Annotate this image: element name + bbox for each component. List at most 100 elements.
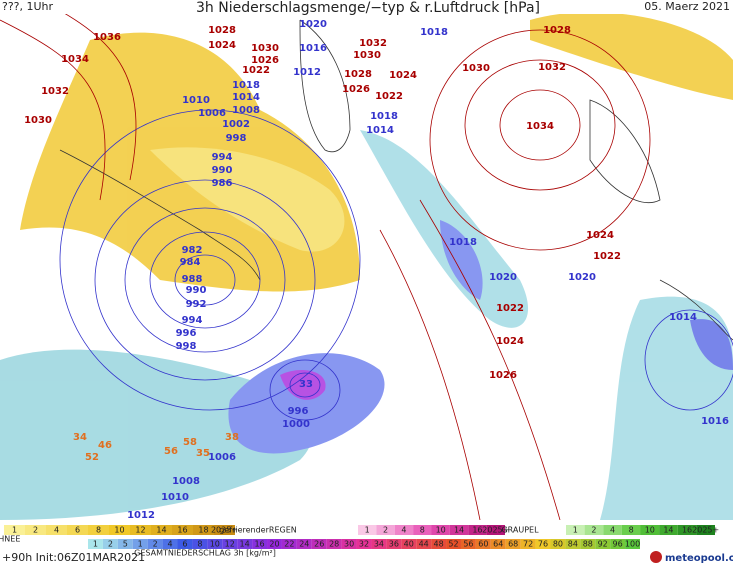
legend-value: 4: [168, 540, 173, 549]
legend-value: 4: [401, 526, 406, 535]
legend-value: 10: [114, 526, 124, 535]
legend-value: 40: [404, 540, 414, 549]
pressure-label: 1034: [526, 121, 554, 132]
pressure-label: 1022: [242, 65, 270, 76]
pressure-label: 1010: [161, 492, 189, 503]
pressure-label: 58: [183, 437, 197, 448]
legend-swatch: [4, 525, 25, 535]
pressure-label: 984: [180, 257, 201, 268]
legend-swatch: [193, 525, 214, 535]
legend-swatch: [566, 525, 585, 535]
pressure-label: 1030: [462, 63, 490, 74]
legend-swatch: [394, 525, 414, 535]
legend-value: 4: [54, 526, 59, 535]
pressure-label: 1014: [669, 312, 697, 323]
pressure-label: 1000: [282, 419, 310, 430]
legend-swatch: [132, 539, 148, 549]
legend-swatch: [214, 525, 235, 535]
legend-value: 2: [153, 540, 158, 549]
legend-value: 72: [523, 540, 533, 549]
pressure-label: 1024: [496, 336, 524, 347]
legend-value: 12: [225, 540, 235, 549]
legend-value: 18: [198, 526, 208, 535]
pressure-label: 1026: [342, 84, 370, 95]
pressure-label: 1032: [359, 38, 387, 49]
legend-value: 2025+: [211, 526, 238, 535]
legend-value: 2: [108, 540, 113, 549]
legend-value: 14: [454, 526, 464, 535]
legend-swatch: [252, 539, 268, 549]
pressure-label: 1030: [251, 43, 279, 54]
legend-value: 5: [123, 540, 128, 549]
legend-value: 8: [96, 526, 101, 535]
legend-swatch: [659, 525, 678, 535]
legend-swatch: [520, 539, 536, 549]
legend-value: 80: [553, 540, 563, 549]
legend-swatch: [621, 525, 641, 535]
legend-swatch: [341, 539, 357, 549]
legend-swatch: [281, 539, 297, 549]
brand-logo: [650, 551, 662, 563]
legend-title: SCHNEE: [0, 535, 20, 544]
pressure-label: 1034: [61, 54, 89, 65]
pressure-label: 1012: [293, 67, 321, 78]
pressure-label: 1012: [127, 510, 155, 521]
legend-value: 52: [448, 540, 458, 549]
legend-value: 100: [625, 540, 640, 549]
legend-swatch: [172, 525, 193, 535]
header-band: [0, 0, 733, 14]
date-label: 05. Maerz 2021: [644, 0, 730, 13]
pressure-label: 1022: [375, 91, 403, 102]
legend-swatch: [431, 525, 450, 535]
legend-swatch: [475, 539, 491, 549]
pressure-label: 996: [176, 328, 197, 339]
legend-swatch: [401, 539, 417, 549]
legend-swatch: [505, 539, 521, 549]
legend-title: gefrierenderREGEN: [219, 526, 297, 535]
pressure-label: 998: [176, 341, 197, 352]
legend-swatch: [356, 539, 372, 549]
pressure-label: 56: [164, 446, 178, 457]
legend-value: 44: [419, 540, 429, 549]
pressure-label: 1020: [299, 19, 327, 30]
legend-swatch: [468, 525, 487, 535]
pressure-label: 994: [182, 315, 203, 326]
legend-swatch: [109, 525, 130, 535]
pressure-label: 1022: [593, 251, 621, 262]
legend-value: 30: [344, 540, 354, 549]
legend-value: 1: [365, 526, 370, 535]
pressure-label: 992: [186, 299, 207, 310]
legend-swatch: [490, 539, 506, 549]
legend-value: 92: [598, 540, 608, 549]
legend-value: 76: [538, 540, 548, 549]
pressure-label: 990: [186, 285, 207, 296]
legend-swatch: [486, 525, 505, 535]
pressure-label: 35: [196, 448, 210, 459]
pressure-label: 1008: [172, 476, 200, 487]
pressure-label: 52: [85, 452, 99, 463]
legend-swatch: [222, 539, 238, 549]
pressure-label: 1014: [232, 92, 260, 103]
legend-swatch: [130, 525, 151, 535]
legend-value: 6: [182, 540, 187, 549]
legend-swatch: [296, 539, 312, 549]
legend-value: 1: [93, 540, 98, 549]
legend-swatch: [580, 539, 596, 549]
legend-swatch: [102, 539, 118, 549]
legend-value: 64: [493, 540, 503, 549]
legend-value: 34: [374, 540, 384, 549]
legend-value: 10: [210, 540, 220, 549]
isobars: [0, 0, 733, 521]
pressure-label: 1026: [251, 55, 279, 66]
legend-swatch: [267, 539, 282, 549]
legend: 1246810121416182025+SCHNEE12481014162025…: [0, 525, 719, 558]
legend-swatch: [358, 525, 377, 535]
pressure-label: 986: [212, 178, 233, 189]
legend-value: 22: [284, 540, 294, 549]
legend-value: 96: [613, 540, 623, 549]
legend-swatch: [625, 539, 640, 549]
pressure-label: 1032: [538, 62, 566, 73]
map-title: 3h Niederschlagsmenge/−typ & r.Luftdruck…: [196, 0, 540, 16]
legend-value: 8: [420, 526, 425, 535]
